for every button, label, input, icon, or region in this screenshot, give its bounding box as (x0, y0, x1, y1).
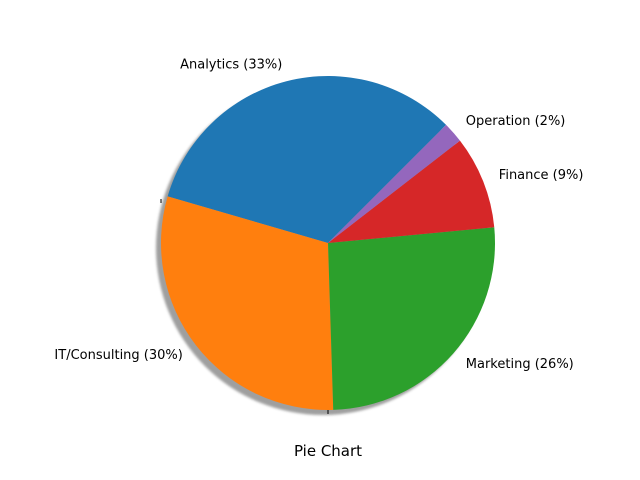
pie-label-analytics: Analytics (33%) (180, 58, 282, 73)
pie-label-it-consulting: IT/Consulting (30%) (54, 348, 182, 363)
pie-slice-finance (328, 140, 495, 243)
pie-labels: Analytics (33%) IT/Consulting (30%) Market… (54, 58, 583, 372)
pie-slice-it-consulting (161, 196, 334, 410)
pie-slice-operation (328, 124, 460, 243)
pie-slice-analytics (167, 76, 447, 244)
pie-label-finance: Finance (9%) (499, 168, 584, 183)
pie-slices (161, 76, 495, 410)
pie-axis-ticks (160, 199, 329, 414)
chart-xlabel: Pie Chart (294, 442, 362, 460)
pie-label-marketing: Marketing (26%) (466, 357, 574, 372)
pie-slice-marketing (328, 227, 495, 410)
pie-label-operation: Operation (2%) (466, 114, 566, 129)
